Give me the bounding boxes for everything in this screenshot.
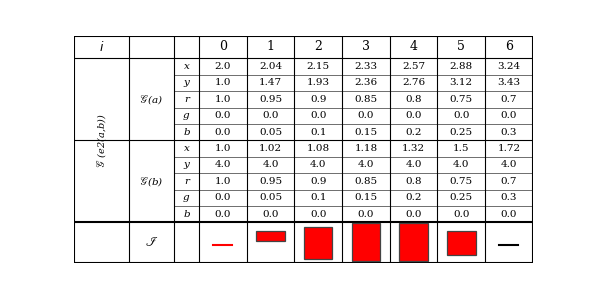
Text: $i$: $i$ bbox=[98, 40, 104, 54]
Text: 0.9: 0.9 bbox=[310, 95, 326, 104]
Text: x: x bbox=[184, 144, 189, 153]
Text: 4: 4 bbox=[410, 41, 417, 53]
Text: 0.8: 0.8 bbox=[406, 177, 422, 186]
Text: 0.0: 0.0 bbox=[501, 111, 517, 120]
Text: 0.0: 0.0 bbox=[214, 128, 231, 137]
Text: 0.75: 0.75 bbox=[450, 177, 473, 186]
Text: 4.0: 4.0 bbox=[406, 160, 422, 170]
Text: 0.85: 0.85 bbox=[354, 95, 378, 104]
Text: 0.7: 0.7 bbox=[501, 95, 517, 104]
Text: $\mathscr{I}$: $\mathscr{I}$ bbox=[144, 237, 158, 250]
Text: 0.7: 0.7 bbox=[501, 177, 517, 186]
Text: 0.0: 0.0 bbox=[453, 111, 469, 120]
Text: 0.0: 0.0 bbox=[310, 111, 326, 120]
Text: y: y bbox=[184, 78, 189, 87]
Text: 0.95: 0.95 bbox=[259, 95, 282, 104]
Text: 0: 0 bbox=[219, 41, 227, 53]
Text: 1.08: 1.08 bbox=[307, 144, 330, 153]
Text: 1.47: 1.47 bbox=[259, 78, 282, 87]
Text: b: b bbox=[183, 210, 190, 219]
Text: 0.1: 0.1 bbox=[310, 128, 326, 137]
Text: 1.72: 1.72 bbox=[497, 144, 520, 153]
Text: 2.04: 2.04 bbox=[259, 62, 282, 71]
Text: 1.93: 1.93 bbox=[307, 78, 330, 87]
Text: 0.0: 0.0 bbox=[262, 210, 279, 219]
Text: 0.95: 0.95 bbox=[259, 177, 282, 186]
Text: x: x bbox=[184, 62, 189, 71]
Bar bbox=[352, 223, 380, 261]
Text: 0.3: 0.3 bbox=[501, 128, 517, 137]
Text: 2.15: 2.15 bbox=[307, 62, 330, 71]
Text: 2.88: 2.88 bbox=[450, 62, 473, 71]
Bar bbox=[447, 231, 475, 255]
Text: 1.18: 1.18 bbox=[354, 144, 378, 153]
Text: 4.0: 4.0 bbox=[262, 160, 279, 170]
Text: 4.0: 4.0 bbox=[453, 160, 469, 170]
Text: 2.36: 2.36 bbox=[354, 78, 378, 87]
Text: 0.0: 0.0 bbox=[262, 111, 279, 120]
Text: 0.2: 0.2 bbox=[406, 128, 422, 137]
Text: $\mathscr{G}$(b): $\mathscr{G}$(b) bbox=[139, 175, 163, 188]
Text: 0.05: 0.05 bbox=[259, 128, 282, 137]
Text: 2.0: 2.0 bbox=[214, 62, 231, 71]
Text: 1.32: 1.32 bbox=[402, 144, 425, 153]
Text: 3.24: 3.24 bbox=[497, 62, 520, 71]
Text: 1.0: 1.0 bbox=[214, 78, 231, 87]
Text: 0.0: 0.0 bbox=[214, 210, 231, 219]
Text: 0.25: 0.25 bbox=[450, 128, 473, 137]
Text: 0.05: 0.05 bbox=[259, 193, 282, 202]
Text: r: r bbox=[184, 177, 189, 186]
Bar bbox=[304, 227, 333, 258]
Text: 1.0: 1.0 bbox=[214, 177, 231, 186]
Text: 1.5: 1.5 bbox=[453, 144, 469, 153]
Text: 0.9: 0.9 bbox=[310, 177, 326, 186]
Text: g: g bbox=[183, 111, 190, 120]
Text: 3.43: 3.43 bbox=[497, 78, 520, 87]
Text: r: r bbox=[184, 95, 189, 104]
Text: 0.3: 0.3 bbox=[501, 193, 517, 202]
Bar bbox=[256, 231, 285, 241]
Text: 1.02: 1.02 bbox=[259, 144, 282, 153]
Text: 3.12: 3.12 bbox=[450, 78, 473, 87]
Text: 0.0: 0.0 bbox=[214, 193, 231, 202]
Text: 0.8: 0.8 bbox=[406, 95, 422, 104]
Text: 1.0: 1.0 bbox=[214, 95, 231, 104]
Text: 4.0: 4.0 bbox=[358, 160, 374, 170]
Text: $\mathscr{G}$(a): $\mathscr{G}$(a) bbox=[139, 93, 163, 106]
Text: 0.15: 0.15 bbox=[354, 128, 378, 137]
Text: 0.1: 0.1 bbox=[310, 193, 326, 202]
Text: g: g bbox=[183, 193, 190, 202]
Text: 0.2: 0.2 bbox=[406, 193, 422, 202]
Text: 1.0: 1.0 bbox=[214, 144, 231, 153]
Text: $\mathscr{G}$ (e2(a,b)): $\mathscr{G}$ (e2(a,b)) bbox=[95, 113, 108, 168]
Text: 0.0: 0.0 bbox=[501, 210, 517, 219]
Text: y: y bbox=[184, 160, 189, 170]
Text: 2.57: 2.57 bbox=[402, 62, 425, 71]
Text: 0.85: 0.85 bbox=[354, 177, 378, 186]
Text: 6: 6 bbox=[505, 41, 513, 53]
Text: 3: 3 bbox=[362, 41, 370, 53]
Text: 0.75: 0.75 bbox=[450, 95, 473, 104]
Text: 0.15: 0.15 bbox=[354, 193, 378, 202]
Text: 4.0: 4.0 bbox=[501, 160, 517, 170]
Text: 2.76: 2.76 bbox=[402, 78, 425, 87]
Text: 4.0: 4.0 bbox=[310, 160, 326, 170]
Text: 0.0: 0.0 bbox=[406, 210, 422, 219]
Text: 0.25: 0.25 bbox=[450, 193, 473, 202]
Text: 4.0: 4.0 bbox=[214, 160, 231, 170]
Text: 0.0: 0.0 bbox=[406, 111, 422, 120]
Bar bbox=[399, 223, 428, 261]
Text: 0.0: 0.0 bbox=[358, 111, 374, 120]
Text: 2: 2 bbox=[314, 41, 322, 53]
Text: b: b bbox=[183, 128, 190, 137]
Text: 2.33: 2.33 bbox=[354, 62, 378, 71]
Text: 5: 5 bbox=[457, 41, 465, 53]
Text: 0.0: 0.0 bbox=[358, 210, 374, 219]
Text: 0.0: 0.0 bbox=[310, 210, 326, 219]
Text: 1: 1 bbox=[266, 41, 275, 53]
Text: 0.0: 0.0 bbox=[453, 210, 469, 219]
Text: 0.0: 0.0 bbox=[214, 111, 231, 120]
